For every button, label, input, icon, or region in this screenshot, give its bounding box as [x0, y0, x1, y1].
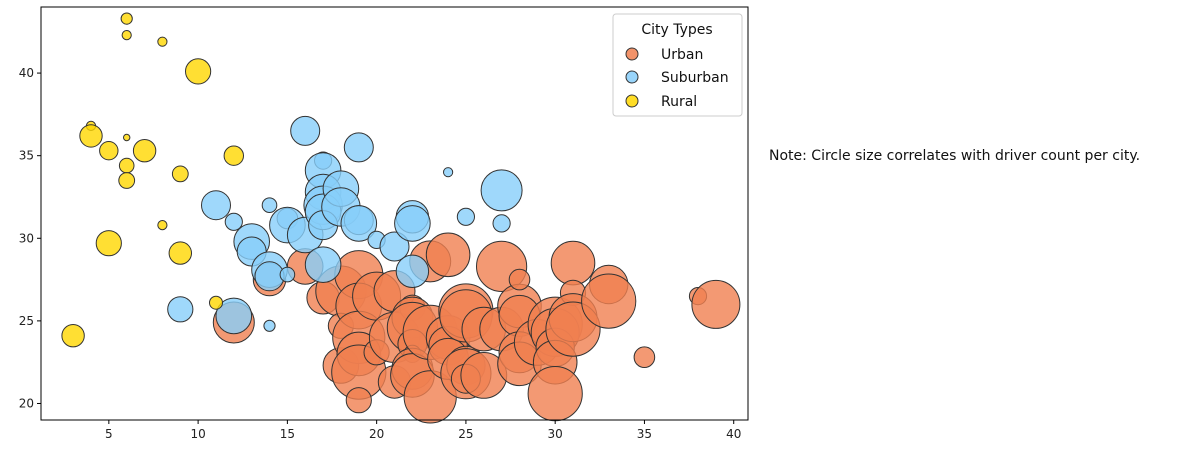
suburban-city-bubble [443, 167, 454, 178]
rural-city-bubble [185, 58, 212, 85]
x-tick-label: 25 [458, 427, 473, 441]
legend-marker-urban [625, 47, 639, 61]
rural-city-bubble [118, 157, 135, 174]
suburban-city-bubble [224, 212, 243, 231]
rural-city-bubble [99, 141, 119, 161]
suburban-city-bubble [304, 246, 342, 284]
rural-city-bubble [118, 172, 136, 189]
suburban-city-bubble [394, 205, 431, 242]
x-tick-label: 30 [548, 427, 563, 441]
legend-label-suburban: Suburban [661, 70, 729, 86]
rural-city-bubble [95, 230, 122, 257]
rural-city-bubble [132, 139, 157, 163]
bubbles-layer [61, 12, 741, 424]
suburban-city-bubble [492, 214, 511, 233]
chart-note: Note: Circle size correlates with driver… [769, 148, 1141, 164]
suburban-city-bubble [343, 132, 374, 163]
urban-city-bubble [633, 346, 656, 369]
y-axis: 20 25 30 35 40 [19, 66, 41, 410]
rural-city-bubble [120, 12, 133, 25]
rural-city-bubble [123, 133, 131, 142]
suburban-city-bubble [480, 169, 523, 212]
x-tick-label: 10 [190, 427, 205, 441]
suburban-city-bubble [395, 254, 430, 288]
x-tick-label: 15 [280, 427, 295, 441]
rural-city-bubble [171, 165, 189, 183]
suburban-city-bubble [290, 115, 321, 146]
y-tick-label: 25 [19, 314, 34, 328]
x-tick-label: 5 [105, 427, 113, 441]
x-tick-label: 20 [369, 427, 384, 441]
suburban-city-bubble [263, 319, 276, 332]
rural-city-bubble [121, 29, 132, 41]
y-tick-label: 35 [19, 149, 34, 163]
legend-marker-rural [625, 94, 639, 108]
suburban-city-bubble [340, 205, 378, 242]
rural-city-bubble [61, 324, 85, 348]
legend-label-urban: Urban [661, 47, 703, 63]
legend-box [612, 13, 743, 117]
suburban-city-bubble [215, 297, 253, 335]
rural-city-bubble [168, 241, 193, 265]
y-tick-label: 20 [19, 396, 34, 410]
suburban-city-bubble [456, 207, 475, 226]
urban-city-bubble [581, 273, 637, 329]
urban-city-bubble [425, 232, 471, 278]
legend-marker-suburban [625, 70, 639, 84]
suburban-city-bubble [167, 296, 194, 323]
rural-city-bubble [79, 124, 103, 148]
rural-city-bubble [157, 36, 168, 47]
urban-city-bubble [527, 366, 583, 422]
suburban-city-bubble [261, 197, 278, 213]
legend: City Types Urban Suburban Rural [612, 13, 743, 117]
y-tick-label: 30 [19, 231, 34, 245]
suburban-city-bubble [201, 190, 231, 221]
x-tick-label: 40 [726, 427, 741, 441]
legend-title: City Types [641, 22, 712, 38]
urban-city-bubble [550, 240, 596, 286]
rural-city-bubble [157, 220, 168, 231]
x-tick-label: 35 [637, 427, 652, 441]
urban-city-bubble [508, 268, 531, 291]
suburban-city-bubble [379, 231, 410, 262]
x-axis: 5 10 15 20 25 30 35 40 [105, 420, 741, 441]
suburban-city-bubble [279, 266, 296, 283]
y-tick-label: 40 [19, 66, 34, 80]
rural-city-bubble [209, 295, 223, 310]
suburban-city-bubble [254, 261, 285, 292]
urban-city-bubble [345, 387, 372, 414]
urban-city-bubble [691, 279, 741, 329]
plot-area-frame [40, 6, 749, 421]
rural-city-bubble [223, 145, 245, 166]
legend-label-rural: Rural [661, 94, 697, 110]
